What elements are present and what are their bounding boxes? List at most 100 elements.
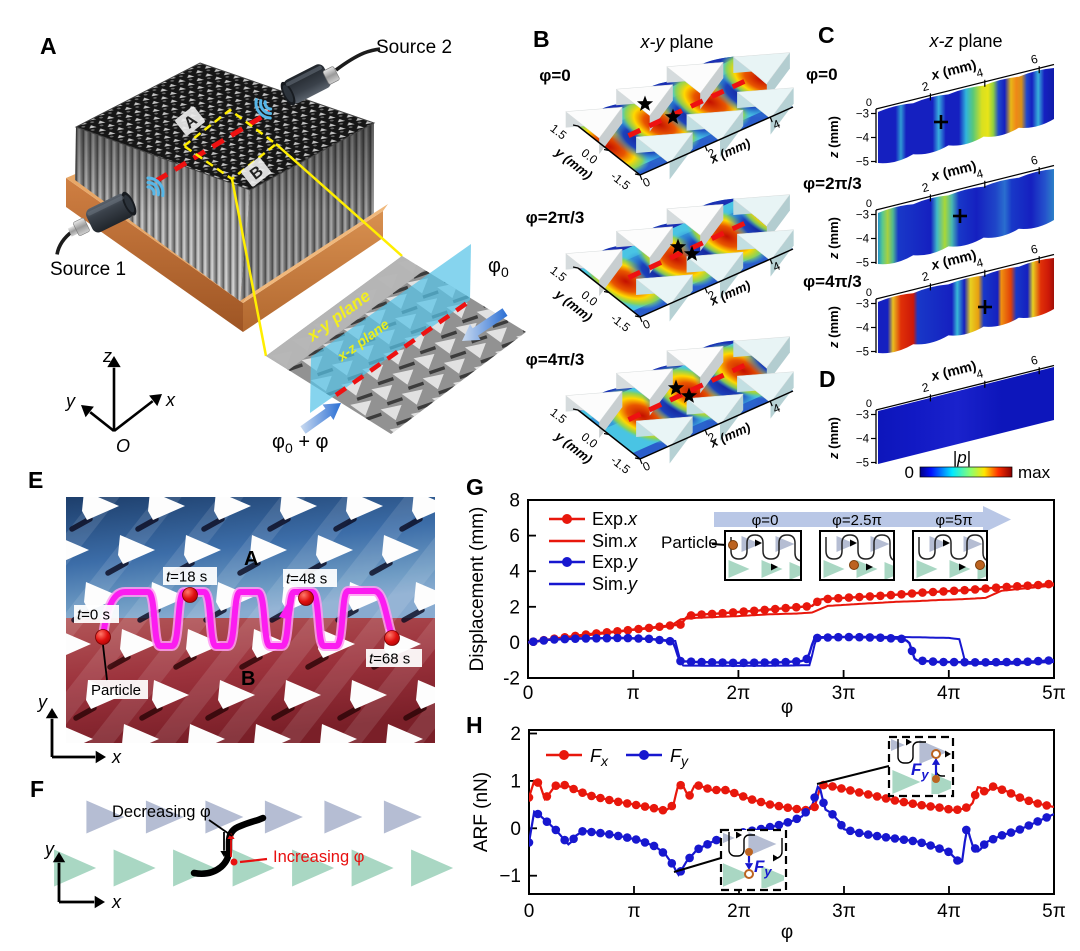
svg-text:φ0 + φ: φ0 + φ (272, 431, 329, 456)
svg-text:x: x (165, 390, 176, 410)
svg-text:max: max (1018, 463, 1051, 482)
svg-text:2: 2 (920, 79, 930, 94)
svg-text:z (mm): z (mm) (826, 116, 841, 159)
svg-text:z (mm): z (mm) (826, 306, 841, 349)
svg-text:φ=0: φ=0 (539, 66, 571, 85)
svg-text:−4: −4 (856, 323, 870, 335)
svg-text:0: 0 (510, 819, 521, 840)
svg-text:H: H (466, 712, 483, 738)
svg-text:A: A (244, 548, 258, 570)
svg-text:y: y (64, 391, 76, 411)
svg-text:-2: -2 (503, 669, 520, 690)
svg-text:Increasing φ: Increasing φ (273, 848, 364, 866)
svg-text:6: 6 (1029, 353, 1039, 368)
svg-text:C: C (818, 22, 835, 48)
svg-text:O: O (116, 436, 130, 456)
svg-text:φ: φ (781, 697, 793, 718)
svg-text:φ=0: φ=0 (806, 65, 838, 84)
svg-text:4: 4 (975, 366, 985, 381)
svg-text:D: D (819, 366, 836, 392)
svg-text:Particle: Particle (91, 682, 141, 699)
svg-text:4π: 4π (937, 683, 961, 704)
svg-text:Exp.y: Exp.y (592, 552, 638, 572)
svg-text:−4: −4 (856, 133, 870, 145)
svg-text:0: 0 (524, 901, 535, 922)
svg-text:0: 0 (866, 287, 872, 299)
svg-text:0: 0 (509, 633, 520, 654)
svg-text:y: y (43, 839, 55, 859)
svg-text:|p|: |p| (953, 448, 971, 467)
svg-text:F: F (30, 776, 44, 802)
svg-text:2: 2 (509, 597, 520, 618)
svg-text:4: 4 (509, 562, 520, 583)
svg-text:6: 6 (1029, 242, 1039, 257)
svg-text:0: 0 (866, 97, 872, 109)
svg-text:2π: 2π (727, 901, 751, 922)
svg-text:π: π (627, 683, 640, 704)
svg-text:−4: −4 (856, 434, 870, 446)
svg-text:y: y (36, 692, 48, 712)
svg-text:−4: −4 (856, 234, 870, 246)
svg-text:−3: −3 (856, 109, 869, 121)
svg-text:Particle: Particle (661, 533, 718, 552)
svg-text:4: 4 (975, 65, 985, 80)
svg-text:−3: −3 (856, 410, 869, 422)
svg-text:z (mm): z (mm) (826, 217, 841, 260)
svg-text:0: 0 (866, 198, 872, 210)
svg-text:5π: 5π (1042, 901, 1066, 922)
svg-text:0: 0 (866, 398, 872, 410)
svg-text:B: B (533, 26, 550, 52)
svg-text:−5: −5 (856, 258, 869, 270)
svg-text:φ=0: φ=0 (752, 512, 779, 529)
svg-text:−3: −3 (856, 299, 869, 311)
svg-text:Source 1: Source 1 (50, 259, 126, 280)
svg-text:2π: 2π (727, 683, 751, 704)
svg-text:3π: 3π (832, 901, 856, 922)
svg-text:Sim.x: Sim.x (592, 531, 638, 551)
svg-text:0: 0 (905, 463, 914, 482)
svg-text:Decreasing φ: Decreasing φ (112, 803, 211, 821)
svg-text:φ: φ (781, 922, 793, 943)
svg-text:φ=2π/3: φ=2π/3 (803, 174, 862, 193)
svg-text:4: 4 (975, 255, 985, 270)
svg-text:Displacement (mm): Displacement (mm) (467, 507, 488, 672)
svg-text:t=18 s: t=18 s (166, 569, 207, 586)
svg-text:t=48 s: t=48 s (286, 571, 327, 588)
svg-text:π: π (627, 901, 640, 922)
svg-text:−5: −5 (856, 157, 869, 169)
svg-text:0: 0 (523, 683, 534, 704)
svg-text:t=68 s: t=68 s (369, 651, 410, 668)
svg-text:Sim.y: Sim.y (592, 574, 638, 594)
svg-text:x: x (111, 747, 122, 767)
svg-text:−5: −5 (856, 458, 869, 470)
svg-text:φ=2π/3: φ=2π/3 (526, 208, 585, 227)
svg-text:E: E (28, 467, 43, 493)
svg-text:6: 6 (1029, 52, 1039, 67)
svg-text:B: B (241, 668, 255, 690)
svg-text:2: 2 (920, 180, 930, 195)
svg-text:z (mm): z (mm) (826, 417, 841, 460)
svg-text:x-y plane: x-y plane (639, 32, 713, 52)
svg-text:8: 8 (509, 491, 520, 512)
svg-text:t=0 s: t=0 s (77, 607, 110, 624)
svg-text:4π: 4π (937, 901, 961, 922)
svg-text:2: 2 (920, 380, 930, 395)
svg-text:1: 1 (510, 771, 521, 792)
svg-text:−3: −3 (856, 210, 869, 222)
svg-text:x-z plane: x-z plane (928, 31, 1002, 51)
svg-text:4: 4 (975, 166, 985, 181)
svg-text:Exp.x: Exp.x (592, 509, 638, 529)
svg-text:ARF (nN): ARF (nN) (471, 772, 492, 852)
svg-text:2: 2 (920, 269, 930, 284)
svg-text:2: 2 (510, 724, 521, 745)
svg-text:φ=5π: φ=5π (935, 512, 972, 529)
svg-text:G: G (466, 474, 484, 500)
svg-text:6: 6 (1029, 153, 1039, 168)
svg-text:Source 2: Source 2 (376, 37, 452, 58)
svg-text:φ=4π/3: φ=4π/3 (526, 350, 585, 369)
svg-text:3π: 3π (832, 683, 856, 704)
svg-text:5π: 5π (1042, 683, 1066, 704)
svg-text:6: 6 (509, 526, 520, 547)
svg-text:−1: −1 (499, 866, 521, 887)
svg-text:φ=4π/3: φ=4π/3 (803, 272, 862, 291)
